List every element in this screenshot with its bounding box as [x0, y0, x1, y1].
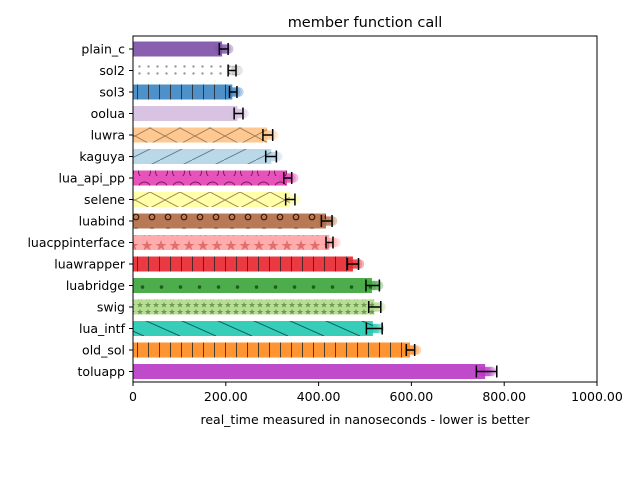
y-tick-label: luabridge [66, 278, 125, 293]
y-tick-label: oolua [91, 106, 125, 121]
bar-hatch [133, 299, 375, 315]
x-tick-label: 0 [129, 389, 137, 404]
y-tick-label: lua_intf [79, 321, 126, 336]
x-axis-label: real_time measured in nanoseconds - lowe… [200, 412, 530, 427]
bar-plain-c [133, 41, 223, 57]
error-bar [346, 258, 360, 270]
error-bar [218, 43, 229, 55]
error-bar [228, 86, 238, 98]
y-tick-label: sol2 [99, 63, 125, 78]
plot-frame [132, 35, 598, 383]
x-tick-label: 400.00 [297, 389, 341, 404]
error-bar [262, 129, 274, 141]
bar-hatch [133, 84, 233, 100]
x-ticks: 0 200.00 400.00 600.00 800.00 1000.00 [129, 382, 623, 404]
error-bar [405, 344, 416, 356]
y-tick-label: toluapp [78, 364, 126, 379]
error-bar [233, 107, 244, 120]
y-tick-label: sol3 [99, 85, 125, 100]
y-tick-label: plain_c [81, 42, 125, 57]
bar-toluapp [133, 364, 486, 379]
error-bar [365, 279, 381, 292]
y-tick-label: swig [97, 300, 125, 315]
y-tick-label: old_sol [82, 343, 125, 358]
y-tick-label: luacppinterface [27, 235, 125, 250]
y-tick-label: luwra [91, 128, 125, 143]
bar-hatch [133, 149, 272, 164]
bar-hatch [133, 321, 373, 336]
bar-hatch [133, 235, 330, 250]
error-bar [475, 365, 498, 378]
error-bar [325, 236, 334, 249]
y-tick-label: lua_api_pp [59, 171, 126, 186]
y-tick-labels: plain_c sol2 sol3 oolua luwra kaguya lua_api_p… [27, 42, 133, 379]
error-bar [284, 193, 296, 206]
x-tick-label: 600.00 [390, 389, 434, 404]
bar-hatch [133, 342, 411, 358]
error-bar [227, 64, 237, 77]
bars-layer [133, 41, 486, 379]
bar-hatch [133, 127, 268, 143]
bar-oolua [133, 106, 238, 121]
x-tick-label: 800.00 [482, 389, 526, 404]
y-tick-label: luawrapper [54, 257, 126, 272]
x-tick-label: 1000.00 [571, 389, 623, 404]
bar-hatch [133, 256, 353, 272]
x-tick-label: 200.00 [204, 389, 248, 404]
error-bar [283, 172, 293, 184]
chart-title: member function call [288, 15, 443, 31]
error-bar [264, 150, 278, 163]
bar-hatch [133, 278, 372, 293]
y-tick-label: kaguya [79, 149, 125, 164]
bar-hatch [133, 192, 290, 207]
error-bar [367, 301, 382, 313]
error-bar [365, 322, 383, 335]
y-tick-label: selene [84, 192, 125, 207]
bar-hatch [133, 213, 327, 229]
y-tick-label: luabind [79, 214, 125, 229]
bar-hatch [133, 63, 232, 78]
error-bar [320, 215, 333, 227]
bar-hatch [133, 170, 288, 186]
error-bars-layer [218, 43, 498, 378]
